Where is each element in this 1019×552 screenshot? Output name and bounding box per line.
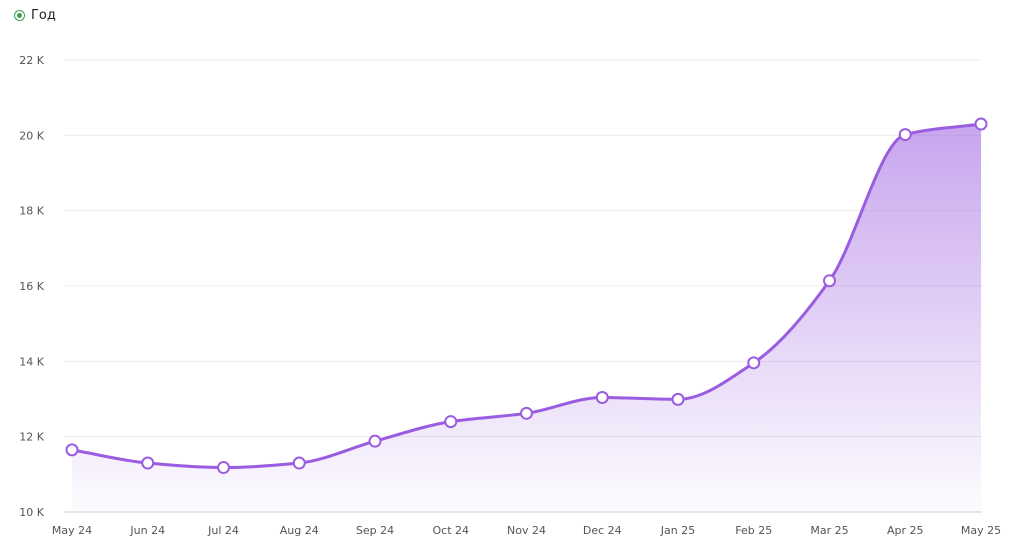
data-point [444,415,458,429]
series-area-fill [72,124,981,513]
x-tick-label: Nov 24 [507,524,546,537]
x-axis: May 24 Jun 24 Jul 24 Aug 24 Sep 24 Oct 24 Nov … [52,524,1001,537]
data-point [217,461,230,475]
data-point [595,390,609,404]
x-tick-label: Jan 25 [660,524,695,537]
x-tick-label: Feb 25 [735,524,772,537]
legend-radio-icon [14,10,25,21]
data-point [747,356,761,370]
x-tick-label: Jul 24 [207,524,239,537]
data-point [974,117,988,131]
y-tick-label: 14 K [19,355,44,368]
x-tick-label: Sep 24 [356,524,394,537]
y-tick-label: 16 K [19,280,44,293]
x-tick-label: Mar 25 [810,524,848,537]
data-point [898,128,912,142]
y-axis: 10 K 12 K 14 K 16 K 18 K 20 K 22 K [19,54,44,519]
data-point [823,274,836,288]
x-tick-label: Apr 25 [887,524,924,537]
data-point [65,443,79,457]
x-tick-label: May 25 [961,524,1001,537]
y-tick-label: 18 K [19,205,44,218]
data-point [671,392,685,406]
data-point [368,434,382,448]
data-point [141,456,155,470]
x-tick-label: Jun 24 [129,524,165,537]
y-tick-label: 22 K [19,54,44,67]
x-tick-label: Dec 24 [583,524,622,537]
legend-item-god[interactable]: Год [14,8,56,23]
y-tick-label: 10 K [19,506,44,519]
x-tick-label: May 24 [52,524,92,537]
data-points [65,117,988,475]
data-point [520,406,533,420]
legend-label: Год [31,8,56,23]
y-tick-label: 20 K [19,129,44,142]
y-tick-label: 12 K [19,431,44,444]
data-point [292,456,306,470]
x-tick-label: Oct 24 [432,524,469,537]
x-tick-label: Aug 24 [280,524,319,537]
area-layer [70,122,983,513]
